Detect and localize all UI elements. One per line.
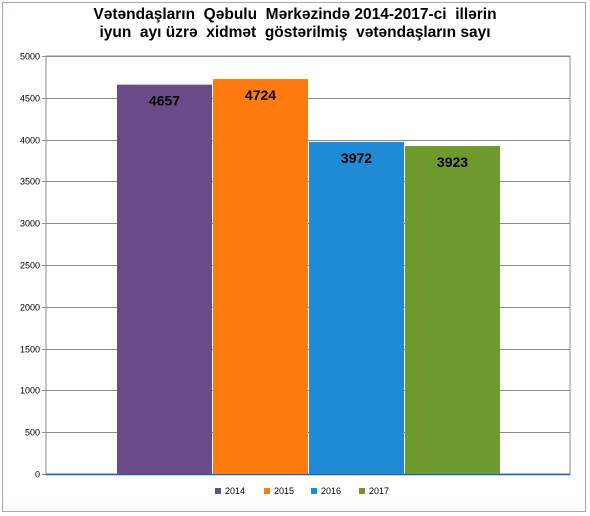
y-tick-label: 0 xyxy=(35,470,40,480)
legend-swatch-2015 xyxy=(264,488,270,494)
chart-title: Vətəndaşların Qəbulu Mərkəzində 2014-201… xyxy=(0,6,590,42)
bar-2017 xyxy=(405,146,500,474)
y-tick-label: 4000 xyxy=(20,136,40,146)
data-label-2015: 4724 xyxy=(245,87,276,103)
bar-2014 xyxy=(117,84,212,474)
bar-2015 xyxy=(213,79,308,474)
y-tick-label: 3500 xyxy=(20,177,40,187)
y-tick-label: 1500 xyxy=(20,345,40,355)
y-tick-label: 5000 xyxy=(20,52,40,62)
y-tick-label: 2000 xyxy=(20,303,40,313)
data-label-2014: 4657 xyxy=(149,93,180,109)
chart-title-line-2: iyun ayı üzrə xidmət göstərilmiş vətənda… xyxy=(99,24,491,41)
legend-label-2017: 2017 xyxy=(369,486,389,496)
legend-label-2014: 2014 xyxy=(225,486,245,496)
legend-swatch-2016 xyxy=(311,488,317,494)
legend-swatch-2014 xyxy=(215,488,221,494)
legend-label-2015: 2015 xyxy=(274,486,294,496)
y-tick-label: 500 xyxy=(25,428,40,438)
y-tick-label: 4500 xyxy=(20,94,40,104)
y-tick-label: 2500 xyxy=(20,261,40,271)
legend-swatch-2017 xyxy=(359,488,365,494)
data-label-2017: 3923 xyxy=(437,154,468,170)
legend-label-2016: 2016 xyxy=(321,486,341,496)
data-label-2016: 3972 xyxy=(341,150,372,166)
y-tick-label: 3000 xyxy=(20,219,40,229)
y-tick-label: 1000 xyxy=(20,386,40,396)
chart-title-line-1: Vətəndaşların Qəbulu Mərkəzində 2014-201… xyxy=(93,6,497,23)
bar-2016 xyxy=(309,141,404,474)
